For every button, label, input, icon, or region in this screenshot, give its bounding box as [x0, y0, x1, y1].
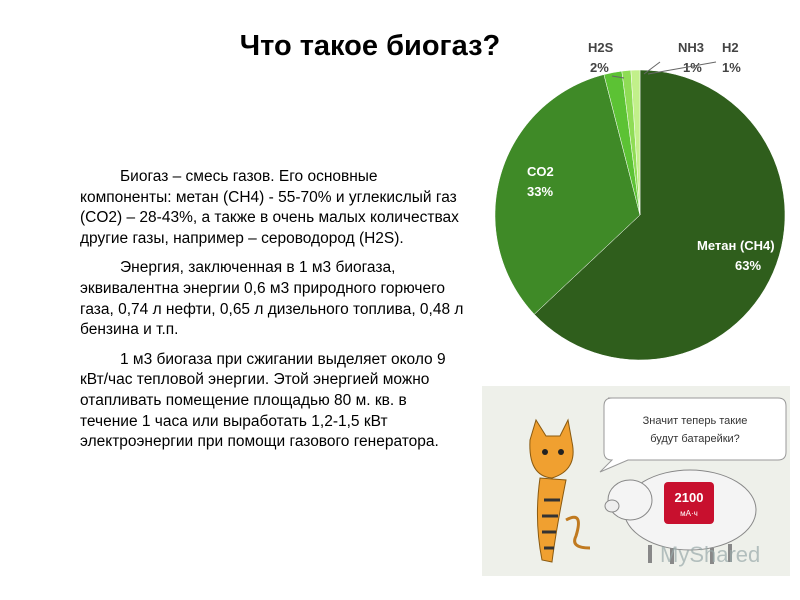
paragraph: 1 м3 биогаза при сжигании выделяет около…: [80, 350, 446, 451]
slide-title: Что такое биогаз?: [239, 30, 501, 62]
battery-value: 2100: [675, 490, 704, 505]
cat-eye: [542, 449, 548, 455]
battery-unit: мА·ч: [680, 509, 698, 518]
pig-snout: [604, 499, 620, 513]
leader-line: [611, 75, 625, 79]
slide-text: Биогаз – смесь газов. Его основные компо…: [80, 167, 465, 462]
slice-value-label: 63%: [735, 258, 761, 273]
slice-value-label: 33%: [527, 184, 553, 199]
bubble-text: Значит теперь такие: [643, 415, 748, 427]
speech-bubble: [599, 397, 787, 473]
slice-value-label: 1%: [683, 60, 702, 75]
paragraph: Энергия, заключенная в 1 м3 биогаза, экв…: [80, 259, 464, 339]
paragraph: Биогаз – смесь газов. Его основные компо…: [80, 168, 459, 247]
slice-label: Метан (CH4): [697, 238, 775, 253]
leader-line: [647, 61, 717, 75]
pig-legs: [648, 544, 732, 564]
watermark: MyShared: [660, 542, 760, 567]
cat-stripes: [542, 498, 560, 550]
cartoon: Значит теперь такие будут батарейки? 210…: [482, 386, 790, 576]
slice-value-label: 1%: [722, 60, 741, 75]
pie-slice: [494, 74, 641, 315]
slice-label: H2: [722, 40, 739, 55]
pie-slice: [533, 69, 786, 361]
cat-tail: [565, 515, 591, 550]
battery-label: [664, 482, 714, 524]
slice-label: CO2: [527, 164, 554, 179]
slice-value-label: 2%: [590, 60, 609, 75]
leader-line: [643, 61, 661, 75]
slice-label: H2S: [588, 40, 614, 55]
pig-head: [607, 479, 653, 521]
slice-label: NH3: [678, 40, 704, 55]
cat-head: [529, 418, 574, 479]
pie-slice: [630, 69, 641, 216]
cat-eye: [558, 449, 564, 455]
bubble-text: будут батарейки?: [650, 433, 740, 445]
